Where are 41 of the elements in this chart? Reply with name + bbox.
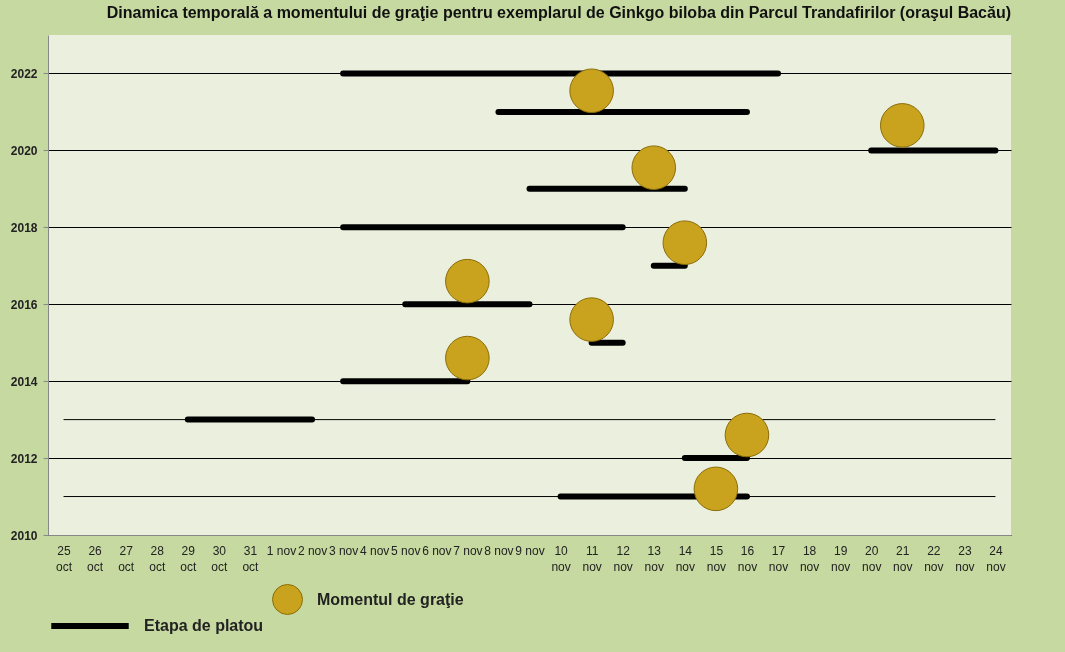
x-tick-label: 11 nov: [582, 543, 602, 574]
chart-title: Dinamica temporală a momentului de graţie pentru exemplarul de Ginkgo biloba din Parcul Trandafirilor (oraşul Bacău): [106, 4, 1011, 21]
x-tick-label: 8 nov: [484, 543, 514, 558]
x-tick-label: 17 nov: [768, 543, 789, 574]
y-tick-label: 2012: [10, 451, 38, 466]
x-tick-label: 9 nov: [515, 543, 545, 558]
y-tick-label: 2020: [10, 143, 38, 158]
y-tick-label: 2014: [10, 374, 38, 389]
x-tick-label: 22 nov: [924, 543, 944, 574]
y-tick-label: 2010: [10, 528, 38, 543]
x-tick-label: 23 nov: [955, 543, 975, 574]
x-tick-label: 12 nov: [613, 543, 633, 574]
x-tick-label: 3 nov: [328, 543, 359, 558]
x-tick-label: 2 nov: [297, 543, 328, 558]
x-tick-label: 21 nov: [893, 543, 913, 574]
x-tick-label: 25 oct: [56, 543, 73, 574]
y-tick-label: 2022: [10, 66, 38, 81]
x-tick-label: 4 nov: [360, 543, 390, 558]
x-tick-label: 26 oct: [87, 543, 104, 574]
x-tick-label: 6 nov: [422, 543, 452, 558]
x-tick-label: 14 nov: [675, 543, 695, 574]
x-tick-label: 29 oct: [180, 543, 197, 574]
x-tick-label: 15 nov: [706, 543, 727, 574]
x-tick-label: 1 nov: [266, 543, 297, 558]
y-tick-label: 2018: [10, 220, 38, 235]
x-tick-label: 27 oct: [118, 543, 135, 574]
x-tick-label: 24 nov: [986, 543, 1006, 574]
x-tick-label: 20 nov: [862, 543, 882, 574]
legend-label: Etapa de platou: [144, 617, 264, 634]
x-tick-label: 19 nov: [830, 543, 851, 574]
x-tick-label: 18 nov: [799, 543, 820, 574]
y-tick-label: 2016: [10, 297, 38, 312]
legend-label: Momentul de graţie: [317, 590, 464, 608]
x-tick-label: 16 nov: [737, 543, 758, 574]
x-tick-label: 13 nov: [644, 543, 664, 574]
x-tick-label: 30 oct: [211, 543, 229, 574]
x-tick-label: 31 oct: [242, 543, 260, 574]
x-tick-label: 5 nov: [391, 543, 421, 558]
x-tick-label: 28 oct: [149, 543, 166, 574]
x-tick-label: 7 nov: [453, 543, 483, 558]
x-tick-label: 10 nov: [551, 543, 571, 574]
